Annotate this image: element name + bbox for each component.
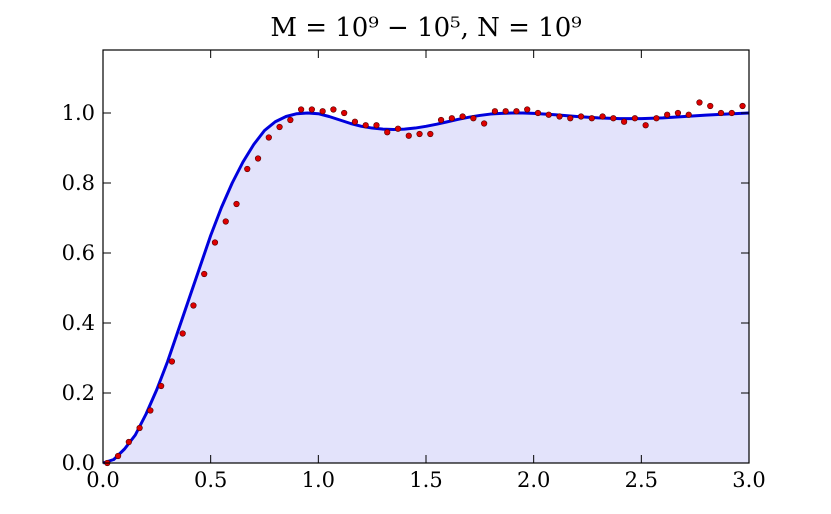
data-point [341,109,348,117]
area-fill [103,113,749,463]
data-point [179,330,186,337]
y-tick-label: 0.6 [62,241,95,265]
data-point [664,111,671,118]
data-point [427,130,434,138]
y-tick-label: 0.4 [62,311,95,335]
data-point [448,115,455,122]
data-point [287,116,294,124]
data-point [394,125,402,132]
data-point [481,120,488,127]
y-tick-label: 0.2 [62,381,95,405]
data-point [362,122,369,129]
data-point [470,115,477,122]
data-point [556,113,563,120]
data-point [728,109,735,117]
data-point [491,108,499,115]
x-tick-label: 0.5 [194,468,227,492]
data-point [319,108,326,115]
x-tick-label: 1.0 [302,468,335,492]
data-point [502,108,509,115]
data-point [577,113,585,120]
data-point [610,115,617,122]
x-tick-label: 2.5 [625,468,658,492]
data-point [534,109,542,117]
data-point [244,165,251,173]
data-point [717,109,725,117]
x-tick-label: 1.5 [409,468,442,492]
y-tick-label: 0.0 [62,451,95,475]
data-point [265,134,272,141]
data-point [567,115,574,122]
x-tick-label: 2.0 [517,468,550,492]
data-point [373,122,380,129]
data-point [114,452,122,460]
data-point [384,129,391,136]
plot-area [102,99,750,467]
data-point [642,122,649,129]
data-point [739,102,746,110]
data-point [147,407,154,414]
x-tick-label: 3.0 [732,468,765,492]
data-point [308,106,315,113]
data-point [136,424,143,432]
data-point [674,109,682,117]
x-tick-label: 0.0 [86,468,119,492]
data-point [707,102,714,110]
data-point [513,108,520,115]
data-point [233,200,240,208]
data-point [298,106,305,113]
chart-title: M = 10⁹ − 10⁵, N = 10⁹ [270,13,581,43]
data-point [201,270,208,278]
data-point [437,116,445,124]
data-point [621,118,628,125]
data-point [125,438,132,446]
data-point [330,106,337,113]
data-point [158,382,165,390]
data-point [685,111,692,118]
data-point [416,130,423,138]
y-tick-label: 1.0 [62,101,95,125]
axes: 0.0 0.5 1.0 1.5 2.0 2.5 3.0 0.0 0.2 0.4 0.6 0.8 1.0 [62,49,766,492]
data-point [696,99,703,106]
data-point [276,123,283,131]
data-point [168,358,176,365]
data-point [254,155,262,162]
y-tick-label: 0.8 [62,171,95,195]
data-point [631,115,638,122]
data-point [405,132,412,139]
data-point [545,111,552,118]
data-point [524,106,531,113]
data-point [222,218,229,225]
data-point [351,118,359,125]
data-point [599,113,606,120]
data-point [459,113,466,120]
data-point [190,302,197,309]
data-point [211,239,219,246]
data-point [588,115,595,122]
data-point [653,115,660,122]
